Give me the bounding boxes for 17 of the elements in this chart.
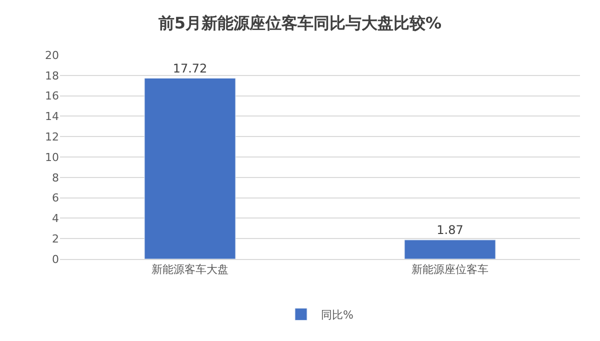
data-label: 17.72 bbox=[172, 61, 208, 76]
y-tick-label: 4 bbox=[52, 212, 59, 226]
y-tick-label: 18 bbox=[45, 69, 59, 82]
y-tick-label: 14 bbox=[45, 110, 59, 124]
y-tick-label: 10 bbox=[45, 150, 59, 164]
y-tick-label: 20 bbox=[45, 48, 59, 62]
data-label: 1.87 bbox=[436, 222, 464, 237]
y-tick-label: 12 bbox=[45, 130, 59, 144]
y-tick-label: 16 bbox=[45, 90, 59, 103]
y-tick-label: 8 bbox=[52, 171, 59, 184]
legend-label: 同比% bbox=[321, 308, 354, 322]
y-tick-label: 0 bbox=[52, 252, 59, 266]
y-tick-label: 2 bbox=[52, 232, 59, 246]
x-tick-label: 新能源客车大盘 bbox=[152, 263, 228, 276]
x-tick-label: 新能源座位客车 bbox=[412, 263, 488, 276]
y-tick-label: 6 bbox=[52, 192, 59, 205]
chart-title: 前5月新能源座位客车同比与大盘比较% bbox=[157, 13, 442, 32]
